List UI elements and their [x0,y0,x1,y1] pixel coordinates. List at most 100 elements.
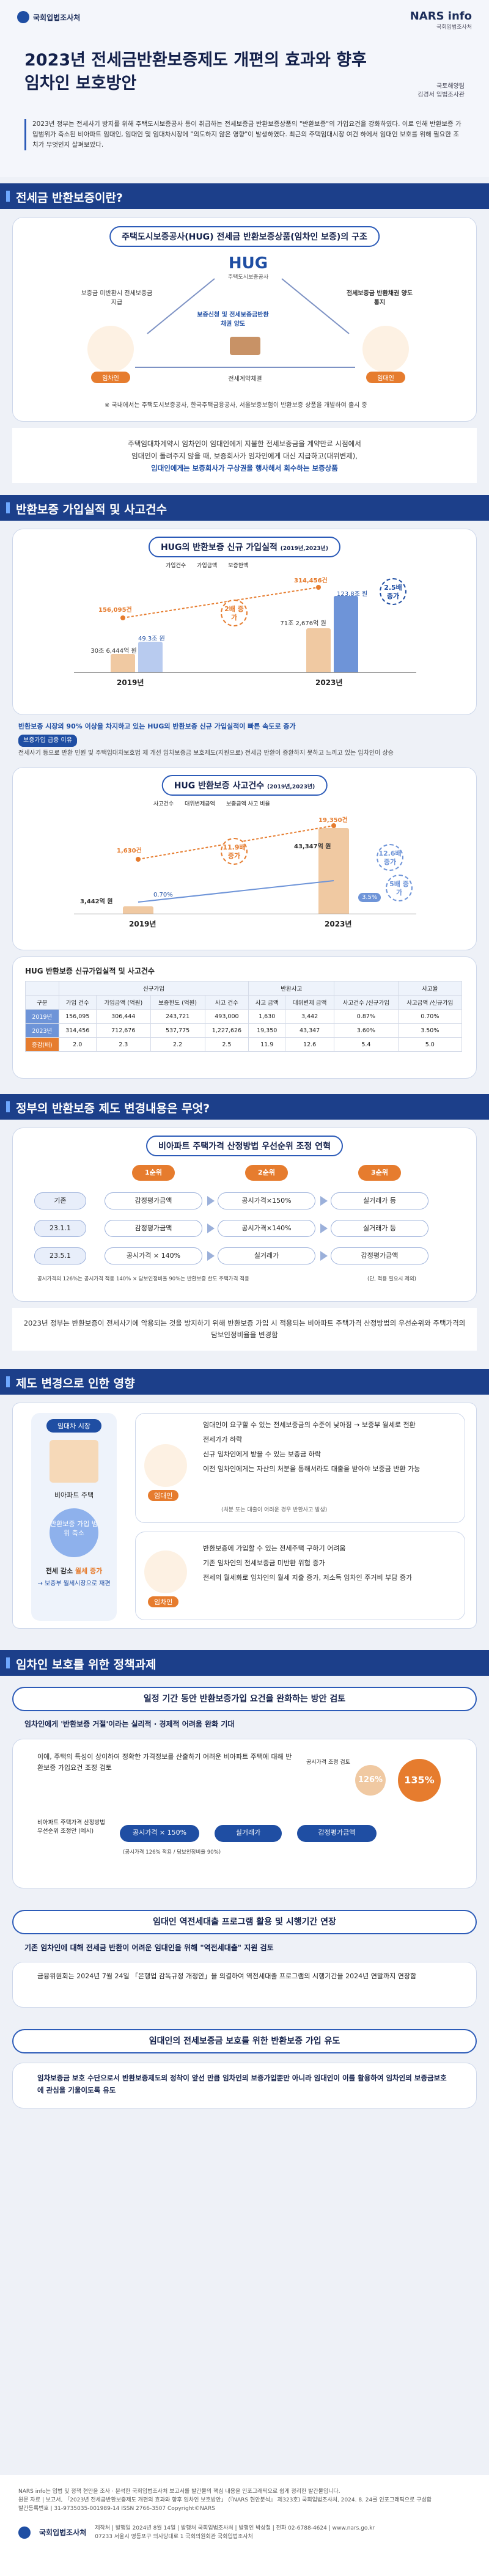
accident-legend: 사고건수 대위변제금액 보증금액 사고 비율 [153,799,270,807]
signup-2023-count: 314,456건 [294,578,328,584]
table-row: 2023년 314,456 712,676 537,775 1,227,626 19,35… [25,1023,463,1038]
arrow-right [281,278,350,334]
table-group-empty-2 [334,981,399,996]
tenant-impact-list: 반환보증에 가입할 수 있는 전세주택 구하기 어려움 기존 임차인의 전세보증금… [203,1543,454,1587]
label-contract: 전세계약체결 [228,376,262,383]
signup-year-2019: 2019년 [117,678,144,687]
policy-1-row-label: 비아파트 주택가격 산정방법 우선순위 조정안 (예시) [37,1819,105,1835]
legend-amount: 가입금액 [197,563,218,569]
table-cell: 712,676 [95,1023,151,1038]
badge-12-6x: 12.6배 증가 [377,844,403,871]
table-cell: 3.60% [334,1023,399,1038]
hug-logo: HUG 주택도시보증공사 [215,254,282,281]
table-header-cell: 대위변제 금액 [285,995,335,1010]
villa-icon [50,1440,98,1483]
policy-2-desc: 금융위원회는 2024년 7월 24일 「은행업 감독규정 개정안」을 의결하여… [12,1962,477,2008]
table-group-signup: 신규가입 [58,981,249,996]
priority-step: 공시가격×150% [218,1192,315,1209]
arrow-right-icon [207,1196,215,1206]
desc-line-3: 임대인에게는 보증회사가 구상권을 행사해서 회수하는 보증상품 [151,464,338,472]
footer: NARS info는 입법 및 정책 현안을 조사 · 분석한 국회입법조사처 … [0,2475,489,2576]
market-head: 임대차 시장 [46,1419,101,1433]
table-cell: 2.0 [58,1037,97,1052]
market-shift: → 보증부 월세시장으로 재편 [37,1580,111,1587]
section-heading-3: 정부의 반환보증 제도 변경내용은 무엇? [0,1094,489,1120]
signup-note-block: 반환보증 시장의 90% 이상을 차지하고 있는 HUG의 반환보증 신규 가입… [18,721,471,759]
impact-item: 전세의 월세화로 임차인의 월세 지출 증가, 저소득 임차인 주거비 부담 증… [203,1574,413,1582]
table-cell: 0.70% [397,1009,463,1024]
legend-accidents: 사고건수 [153,801,174,807]
table-group-accident: 반환사고 [248,981,335,996]
impact-item: 전세가가 하락 [203,1436,243,1444]
table-group-empty [25,981,59,996]
signup-pill-title: HUG의 반환보증 신규 가입실적 [160,543,278,552]
table-cell: 증감(배) [25,1037,59,1052]
policy-3-desc: 임차보증금 보호 수단으로서 반환보증제도의 정착이 앞선 만큼 임차인의 보증… [12,2063,477,2108]
table-header-cell: 구분 [25,995,59,1010]
table-header-cell: 보증한도 (억원) [150,995,205,1010]
table-cell: 5.0 [397,1037,463,1052]
tenant-impact-tag: 임차인 [148,1596,179,1607]
signup-2019-amount: 30조 6,444억 원 [90,648,137,655]
arrow-right-icon [320,1251,328,1261]
footer-line-2: 원문 자료 | 보고서, 「2023년 전세금반환보증제도 개편의 효과와 향후… [18,2497,432,2503]
table-header-cell: 사고 건수 [204,995,249,1010]
impact-item: 이전 임차인에게는 자산의 처분을 통해서라도 대출을 받아야 보증금 반환 가… [203,1465,421,1473]
signup-2023-limit: 123.8조 원 [337,591,368,598]
priority-step: 감정평가금액 [105,1220,202,1237]
header: 국회입법조사처 NARS info 국회입법조사처 2023년 전세금반환보증제도… [0,0,489,177]
legend-subrogation: 대위변제금액 [185,801,215,807]
table-cell: 243,721 [150,1009,205,1024]
signup-year-2023: 2023년 [315,678,343,687]
impact-item: 임대인이 요구할 수 있는 전세보증금의 수준이 낮아짐 → 보증부 월세로 전… [203,1421,416,1429]
table-cell: 1,630 [248,1009,286,1024]
arrow-right-icon [320,1224,328,1233]
wolse-up: 월세 증가 [75,1567,103,1575]
phase-3: 3순위 [358,1165,401,1181]
market-column: 임대차 시장 비아파트 주택 반환보증 가입 범위 축소 전세 감소 월세 증가… [31,1413,117,1621]
signup-2023-amount: 71조 2,676억 원 [280,620,326,627]
policy-2-head: 임대인 역전세대출 프로그램 활용 및 시행기간 연장 [12,1910,477,1934]
phase-1: 1순위 [132,1165,175,1181]
footer-addr-2: 07233 서울시 영등포구 의사당대로 1 국회의원회관 국회입법조사처 [95,2534,253,2540]
table-cell: 493,000 [204,1009,249,1024]
table-cell: 2.2 [150,1037,205,1052]
priority-pill: 비아파트 주택가격 산정방법 우선순위 조정 연혁 [146,1136,343,1156]
signup-count-line [120,585,321,620]
landlord-impact-note: (처분 또는 대출이 어려운 경우 반환사고 발생) [221,1507,328,1513]
org-logo: 국회입법조사처 [17,11,80,23]
tenant-tag: 임차인 [91,372,130,383]
priority-foot-left: 공시가격의 126%는 공시가격 적용 140% × 담보인정비율 90%는 반… [37,1276,249,1282]
signup-reason-tag: 보증가입 급증 이유 [18,735,77,747]
table-cell: 5.4 [334,1037,399,1052]
table-cell: 537,775 [150,1023,205,1038]
table-cell: 43,347 [285,1023,335,1038]
policy-2-title: 기존 임차인에 대해 전세금 반환이 어려운 임대인을 위해 "역전세대출" 지… [24,1943,274,1952]
table-row: 2019년 156,095 306,444 243,721 493,000 1,630 3,… [25,1009,463,1024]
table-header-row: 구분 가입 건수 가입금액 (억원) 보증한도 (억원) 사고 건수 사고 금액 대위변제 … [25,995,463,1010]
bar-2023-subrogation [318,828,349,914]
policy-1-step-1: 공시가격 × 150% [120,1825,199,1842]
table-cell: 2.5 [204,1037,249,1052]
page-title: 2023년 전세금반환보증제도 개편의 효과와 향후 임차인 보호방안 [24,51,367,93]
hug-logo-text: HUG [228,254,268,273]
signup-pill: HUG의 반환보증 신규 가입실적 (2019년,2023년) [148,537,341,557]
villa-label: 비아파트 주택 [54,1491,94,1499]
priority-row-label: 기존 [34,1192,86,1209]
accident-chart-card: HUG 반환보증 사고건수 (2019년,2023년) 사고건수 대위변제금액 보증… [12,767,477,950]
impact-card: 임대차 시장 비아파트 주택 반환보증 가입 범위 축소 전세 감소 월세 증가… [12,1403,477,1629]
acc-2019-rate: 0.70% [153,892,173,898]
table-cell: 0.87% [334,1009,399,1024]
accident-pill-period: (2019년,2023년) [267,784,315,790]
bar-2019-subrogation [123,906,153,914]
table-group-rate: 사고율 [397,981,463,996]
priority-foot-right: (단, 적용 필요시 제외) [367,1276,417,1282]
scope-shrink-circle: 반환보증 가입 범위 축소 [50,1508,98,1557]
impact-item: 반환보증에 가입할 수 있는 전세주택 구하기 어려움 [203,1544,346,1552]
priority-step: 감정평가금액 [331,1247,428,1264]
policy-1-card: 이에, 주택의 특성이 상이하여 정확한 가격정보를 산출하기 어려운 비아파트… [12,1739,477,1888]
table-header-cell: 사고건수 /신규가입 [334,995,399,1010]
hug-logo-sub: 주택도시보증공사 [227,274,269,281]
legend-limit: 보증한액 [228,563,249,569]
